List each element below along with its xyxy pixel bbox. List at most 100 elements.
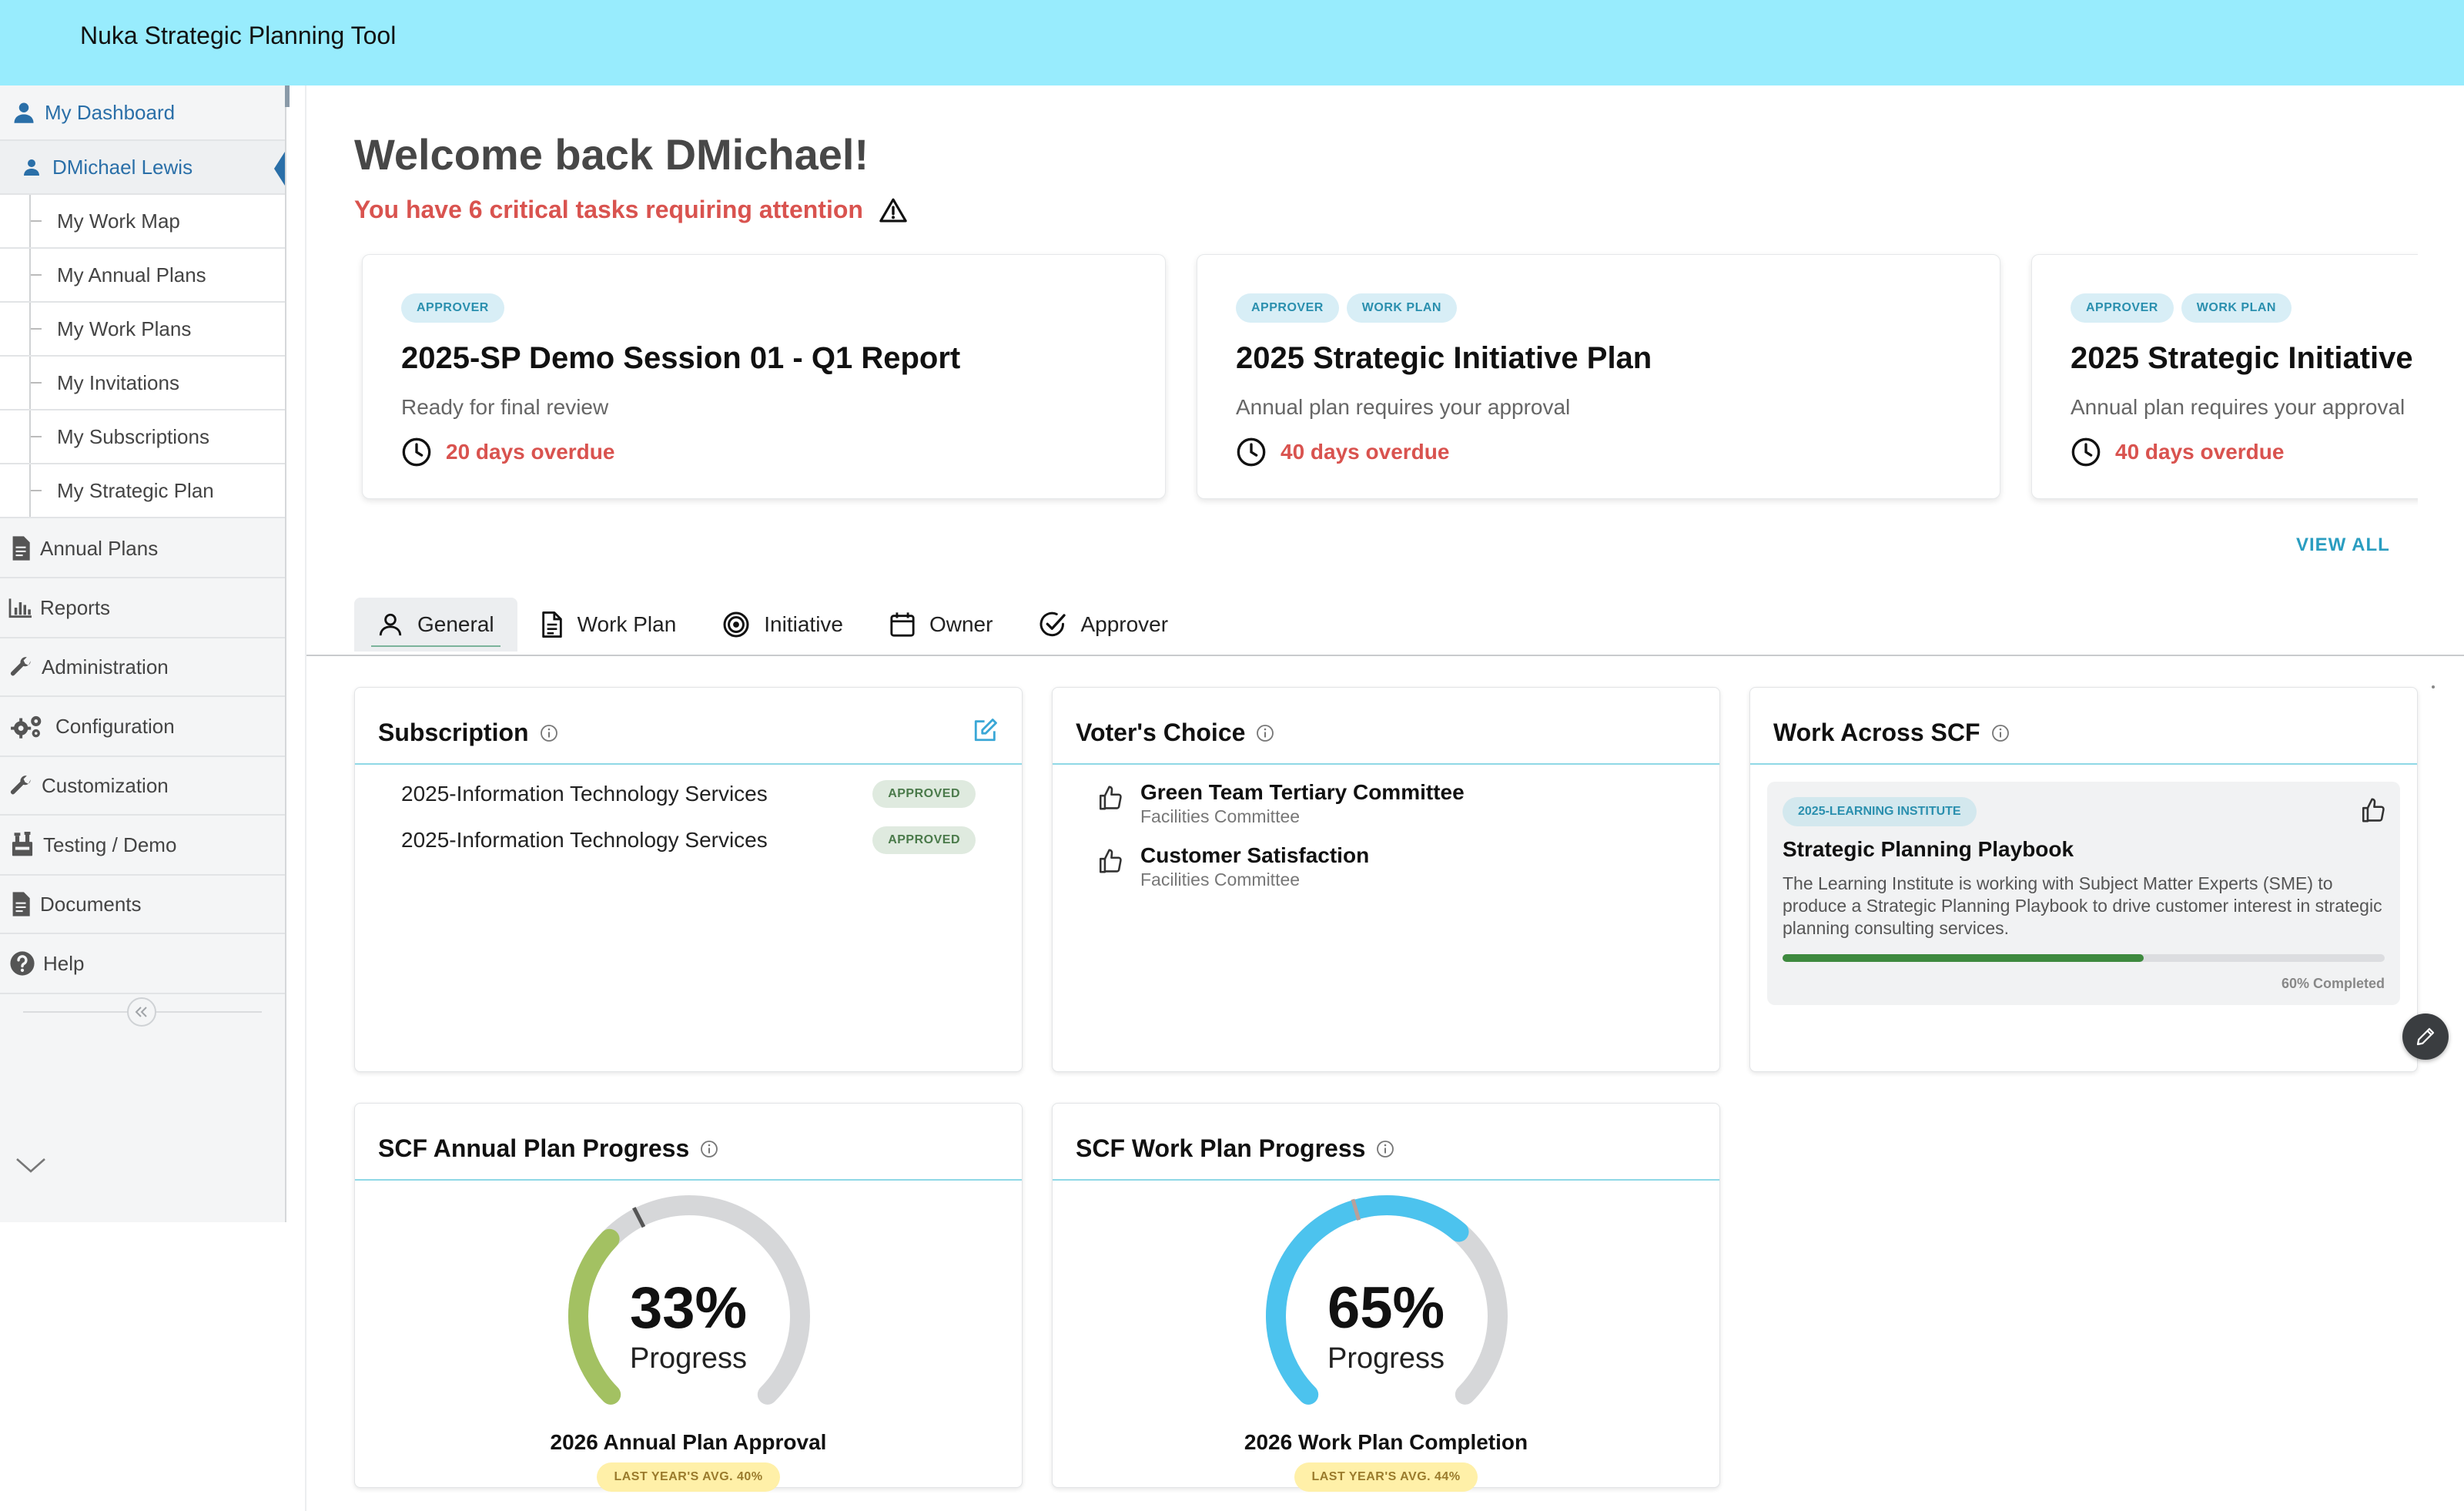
vote-item-committee: Facilities Committee	[1140, 869, 1301, 890]
sidebar-item-my-subscriptions[interactable]: My Subscriptions	[0, 410, 285, 464]
sidebar-collapse	[0, 994, 285, 1030]
progress-label: 60% Completed	[2281, 976, 2385, 991]
critical-tasks-text: You have 6 critical tasks requiring atte…	[354, 196, 863, 223]
tab-label: Owner	[929, 612, 993, 636]
thumbs-up-icon[interactable]	[1097, 785, 1123, 827]
gauge-value-arc	[1266, 1195, 1469, 1405]
info-icon[interactable]	[540, 724, 558, 742]
bar-chart-icon	[8, 595, 34, 621]
wrench-icon	[8, 772, 34, 799]
subscription-name: 2025-Information Technology Services	[401, 782, 768, 806]
sidebar-item-my-work-map[interactable]: My Work Map	[0, 195, 285, 249]
sidebar-item-label: My Strategic Plan	[57, 478, 214, 502]
overdue-text: 40 days overdue	[1281, 440, 1450, 464]
app-header: Nuka Strategic Planning Tool	[0, 0, 2464, 85]
gauge-avg-marker	[1351, 1198, 1361, 1221]
sidebar-item-label: My Work Plans	[57, 317, 192, 340]
sidebar-item-customization[interactable]: Customization	[0, 757, 285, 816]
gauge-name: 2026 Work Plan Completion	[1244, 1430, 1528, 1454]
tab-owner[interactable]: Owner	[866, 598, 1016, 652]
task-card[interactable]: APPROVER WORK PLAN 2025 Strategic Initia…	[1197, 254, 2000, 499]
tab-label: General	[417, 612, 494, 636]
warning-icon	[879, 197, 908, 223]
task-title: 2025 Strategic Initiative Plan	[1236, 341, 1652, 375]
gauge-value-arc	[568, 1228, 621, 1405]
task-due: 20 days overdue	[401, 437, 614, 467]
target-icon	[722, 611, 750, 638]
role-badge: APPROVER	[1236, 293, 1339, 323]
task-card[interactable]: APPROVER WORK PLAN 2025 Strategic Initia…	[2031, 254, 2418, 499]
task-subtitle: Ready for final review	[401, 395, 609, 419]
gauge-percent: 65%	[1327, 1275, 1445, 1341]
task-title: 2025-SP Demo Session 01 - Q1 Report	[401, 341, 961, 375]
subscription-name: 2025-Information Technology Services	[401, 828, 768, 852]
thumbs-up-icon[interactable]	[2360, 797, 2386, 823]
vote-item[interactable]: Customer Satisfaction Facilities Committ…	[1097, 843, 1369, 890]
chevron-down-icon[interactable]	[15, 1156, 46, 1174]
sidebar-item-reports[interactable]: Reports	[0, 578, 285, 638]
gauge-chart	[1266, 1195, 1508, 1405]
sidebar-item-label: Annual Plans	[40, 536, 159, 560]
tab-approver[interactable]: Approver	[1016, 598, 1191, 652]
sidebar-item-label: My Dashboard	[45, 100, 176, 124]
status-badge: APPROVED	[872, 826, 976, 854]
sidebar-item-label: DMichael Lewis	[52, 155, 193, 179]
sidebar-item-my-work-plans[interactable]: My Work Plans	[0, 303, 285, 357]
collapse-sidebar-button[interactable]	[127, 997, 156, 1027]
tabs-divider	[306, 655, 2464, 656]
subscription-row[interactable]: 2025-Information Technology Services APP…	[401, 825, 976, 856]
sidebar-item-label: Help	[43, 951, 85, 975]
edit-icon[interactable]	[973, 717, 999, 743]
sidebar-item-configuration[interactable]: Configuration	[0, 697, 285, 757]
gauge-label: Progress	[629, 1342, 748, 1375]
tab-general[interactable]: General	[354, 598, 517, 652]
overdue-text: 40 days overdue	[2115, 440, 2285, 464]
user-icon	[11, 99, 37, 126]
gauge-name: 2026 Annual Plan Approval	[550, 1430, 827, 1454]
work-item-title: Strategic Planning Playbook	[1783, 837, 2074, 861]
sidebar-item-annual-plans[interactable]: Annual Plans	[0, 520, 285, 578]
task-card[interactable]: APPROVER 2025-SP Demo Session 01 - Q1 Re…	[362, 254, 1166, 499]
calendar-icon	[889, 611, 916, 638]
document-icon	[541, 611, 564, 638]
last-year-avg-badge: LAST YEAR'S AVG. 44%	[1294, 1462, 1478, 1492]
info-icon[interactable]	[1991, 724, 2010, 742]
sidebar-item-documents[interactable]: Documents	[0, 876, 285, 934]
tab-initiative[interactable]: Initiative	[699, 598, 866, 652]
flask-icon	[9, 832, 35, 858]
sidebar-scrollbar[interactable]	[283, 85, 290, 107]
role-badge: APPROVER	[401, 293, 504, 323]
tab-work-plan[interactable]: Work Plan	[517, 598, 700, 652]
sidebar-item-help[interactable]: Help	[0, 934, 285, 994]
sidebar-item-label: Administration	[42, 655, 169, 678]
sidebar-item-my-strategic-plan[interactable]: My Strategic Plan	[0, 464, 285, 518]
main-divider	[305, 85, 306, 1511]
type-badge: WORK PLAN	[1346, 293, 1457, 323]
sidebar-item-my-annual-plans[interactable]: My Annual Plans	[0, 249, 285, 303]
info-icon[interactable]	[1256, 724, 1274, 742]
subscription-row[interactable]: 2025-Information Technology Services APP…	[401, 779, 976, 809]
welcome-heading: Welcome back DMichael!	[354, 130, 869, 179]
work-item-card[interactable]: 2025-LEARNING INSTITUTE Strategic Planni…	[1767, 782, 2400, 1005]
view-all-link[interactable]: VIEW ALL	[2296, 534, 2390, 555]
sidebar-item-my-dashboard[interactable]: My Dashboard	[0, 85, 285, 141]
panel-title: SCF Annual Plan Progress	[378, 1134, 690, 1162]
sidebar-item-dmichael-lewis[interactable]: DMichael Lewis	[0, 141, 285, 195]
info-icon[interactable]	[1376, 1140, 1394, 1158]
floating-edit-button[interactable]	[2402, 1013, 2449, 1060]
sidebar-item-administration[interactable]: Administration	[0, 638, 285, 697]
check-circle-icon	[1039, 611, 1066, 638]
sidebar-item-label: Documents	[40, 892, 142, 916]
gears-icon	[9, 713, 45, 739]
task-due: 40 days overdue	[2071, 437, 2284, 467]
vote-item-name: Green Team Tertiary Committee	[1140, 780, 1465, 804]
sidebar-item-my-invitations[interactable]: My Invitations	[0, 357, 285, 410]
info-icon[interactable]	[700, 1140, 718, 1158]
overdue-text: 20 days overdue	[446, 440, 615, 464]
wrench-icon	[8, 654, 34, 680]
panel-title: SCF Work Plan Progress	[1076, 1134, 1366, 1162]
vote-item[interactable]: Green Team Tertiary Committee Facilities…	[1097, 780, 1465, 827]
thumbs-up-icon[interactable]	[1097, 848, 1123, 890]
sidebar-item-testing-demo[interactable]: Testing / Demo	[0, 816, 285, 876]
panel-title: Voter's Choice	[1076, 719, 1246, 746]
